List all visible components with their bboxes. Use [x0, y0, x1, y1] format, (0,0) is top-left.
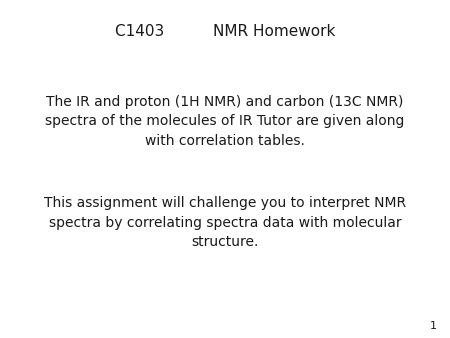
Text: 1: 1 — [429, 321, 436, 331]
Text: This assignment will challenge you to interpret NMR
spectra by correlating spect: This assignment will challenge you to in… — [44, 196, 406, 249]
Text: The IR and proton (1H NMR) and carbon (13C NMR)
spectra of the molecules of IR T: The IR and proton (1H NMR) and carbon (1… — [45, 95, 405, 148]
Text: C1403          NMR Homework: C1403 NMR Homework — [115, 24, 335, 39]
